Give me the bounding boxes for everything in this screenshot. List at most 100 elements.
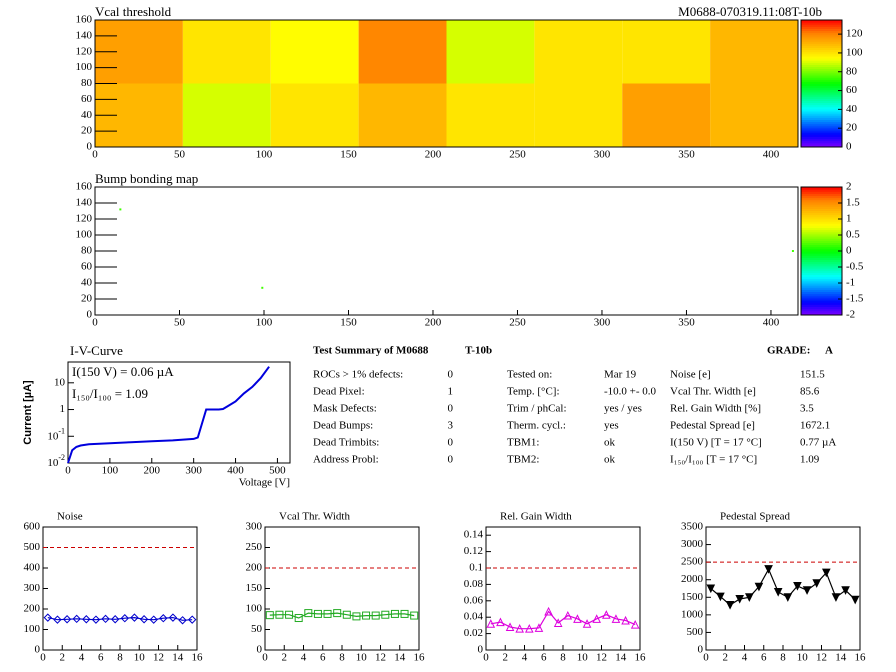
colorbar-band: [801, 297, 842, 301]
colorbar-tick-label: 60: [846, 84, 858, 96]
marker: [285, 610, 294, 619]
marker: [505, 622, 515, 632]
marker: [735, 595, 744, 604]
plot-title: Vcal Thr. Width: [279, 511, 350, 523]
colorbar-band: [801, 136, 842, 140]
summary-value: 1.09: [800, 454, 820, 466]
colorbar-band: [801, 125, 842, 129]
tick-label: 400: [763, 149, 780, 161]
marker: [294, 614, 303, 623]
colorbar-band: [801, 22, 842, 25]
colorbar-band: [801, 115, 842, 118]
marker: [544, 606, 553, 616]
summary-label: I₁₅₀/I₁₀₀ [T = 17 °C]: [670, 454, 757, 466]
roc-cell: [270, 83, 359, 147]
colorbar-band: [801, 189, 842, 192]
summary-value: 3: [448, 420, 454, 432]
colorbar-band: [801, 41, 842, 44]
summary-label: Address Probl:: [313, 454, 379, 466]
tick-label-base: 10: [47, 430, 59, 442]
tick-label: 16: [855, 652, 867, 664]
marker: [496, 617, 505, 627]
summary-title: Test Summary of M0688: [313, 345, 429, 357]
colorbar-band: [801, 227, 842, 231]
plot-frame: [42, 526, 198, 651]
tick-label: 500: [269, 465, 286, 477]
tick-label: 6: [98, 652, 104, 664]
tick-label: 8: [117, 652, 123, 664]
colorbar-band: [801, 244, 842, 248]
tick-label-base: 10: [47, 457, 59, 469]
colorbar-band: [801, 60, 842, 63]
tick-label: 300: [185, 465, 202, 477]
colorbar-tick-label: 0: [846, 141, 852, 153]
colorbar-band: [801, 261, 842, 265]
tick-label: 4: [522, 652, 528, 664]
colorbar-band: [801, 242, 842, 246]
tick-label: 0.02: [464, 627, 483, 639]
colorbar-tick-label: 0.5: [846, 229, 860, 241]
summary-value: 0.77 µA: [800, 437, 836, 449]
colorbar-band: [801, 310, 842, 314]
series-line: [710, 567, 856, 606]
colorbar-tick-label: 2: [846, 181, 852, 193]
colorbar-band: [801, 255, 842, 258]
colorbar-tick-label: 0: [846, 245, 852, 257]
colorbar-band: [801, 295, 842, 299]
colorbar-band: [801, 104, 842, 108]
tick-label: 400: [763, 317, 780, 329]
tick-label: 10-1: [47, 426, 65, 442]
colorbar-band: [801, 51, 842, 55]
marker: [43, 613, 53, 622]
summary-value: yes / yes: [604, 403, 642, 415]
marker: [841, 586, 850, 595]
tick-label: 8: [780, 652, 786, 664]
summary-label: ROCs > 1% defects:: [313, 369, 403, 381]
tick-label: 0.12: [464, 545, 483, 557]
colorbar-band: [801, 70, 842, 74]
colorbar-tick-label: -1: [846, 277, 855, 289]
tick-label: 0.14: [464, 529, 484, 541]
marker: [265, 611, 274, 620]
tick-label: 4: [79, 652, 85, 664]
colorbar-band: [801, 111, 842, 114]
plot-frame: [67, 361, 291, 464]
tick-label: 140: [76, 197, 93, 209]
summary-label: Dead Pixel:: [313, 386, 365, 398]
marker: [553, 618, 563, 627]
tick-label: 120: [76, 45, 93, 57]
colorbar-band: [801, 272, 842, 275]
plot-annotation: M0688-070319.11:08T-10b: [678, 4, 822, 19]
marker: [716, 592, 725, 602]
summary-label: I(150 V) [T = 17 °C]: [670, 437, 762, 449]
marker: [630, 619, 640, 629]
summary-value: 1: [448, 386, 454, 398]
colorbar-band: [801, 248, 842, 252]
tick-label: 350: [678, 317, 695, 329]
tick-label: 3000: [681, 538, 704, 550]
tick-label: 1000: [681, 608, 704, 620]
tick-label: 10: [356, 652, 368, 664]
tick-label: 12: [816, 652, 827, 664]
tick-label: 350: [678, 149, 695, 161]
tick-label: 500: [687, 626, 704, 638]
colorbar-band: [801, 28, 842, 32]
summary-label: Tested on:: [507, 369, 552, 381]
tick-label: 14: [835, 652, 847, 664]
colorbar-band: [801, 191, 842, 194]
grade-label: GRADE:: [767, 345, 810, 357]
roc-cell: [446, 20, 535, 84]
plot-border: [94, 19, 799, 148]
colorbar-band: [801, 100, 842, 104]
colorbar-band: [801, 138, 842, 142]
colorbar-band: [801, 121, 842, 125]
colorbar-band: [801, 231, 842, 235]
colorbar-band: [801, 130, 842, 133]
tick-label: 10: [797, 652, 809, 664]
colorbar-band: [801, 293, 842, 297]
colorbar-band: [801, 39, 842, 42]
summary-label: Therm. cycl.:: [507, 420, 566, 432]
marker: [745, 593, 754, 602]
marker: [573, 614, 582, 623]
colorbar-band: [801, 68, 842, 72]
